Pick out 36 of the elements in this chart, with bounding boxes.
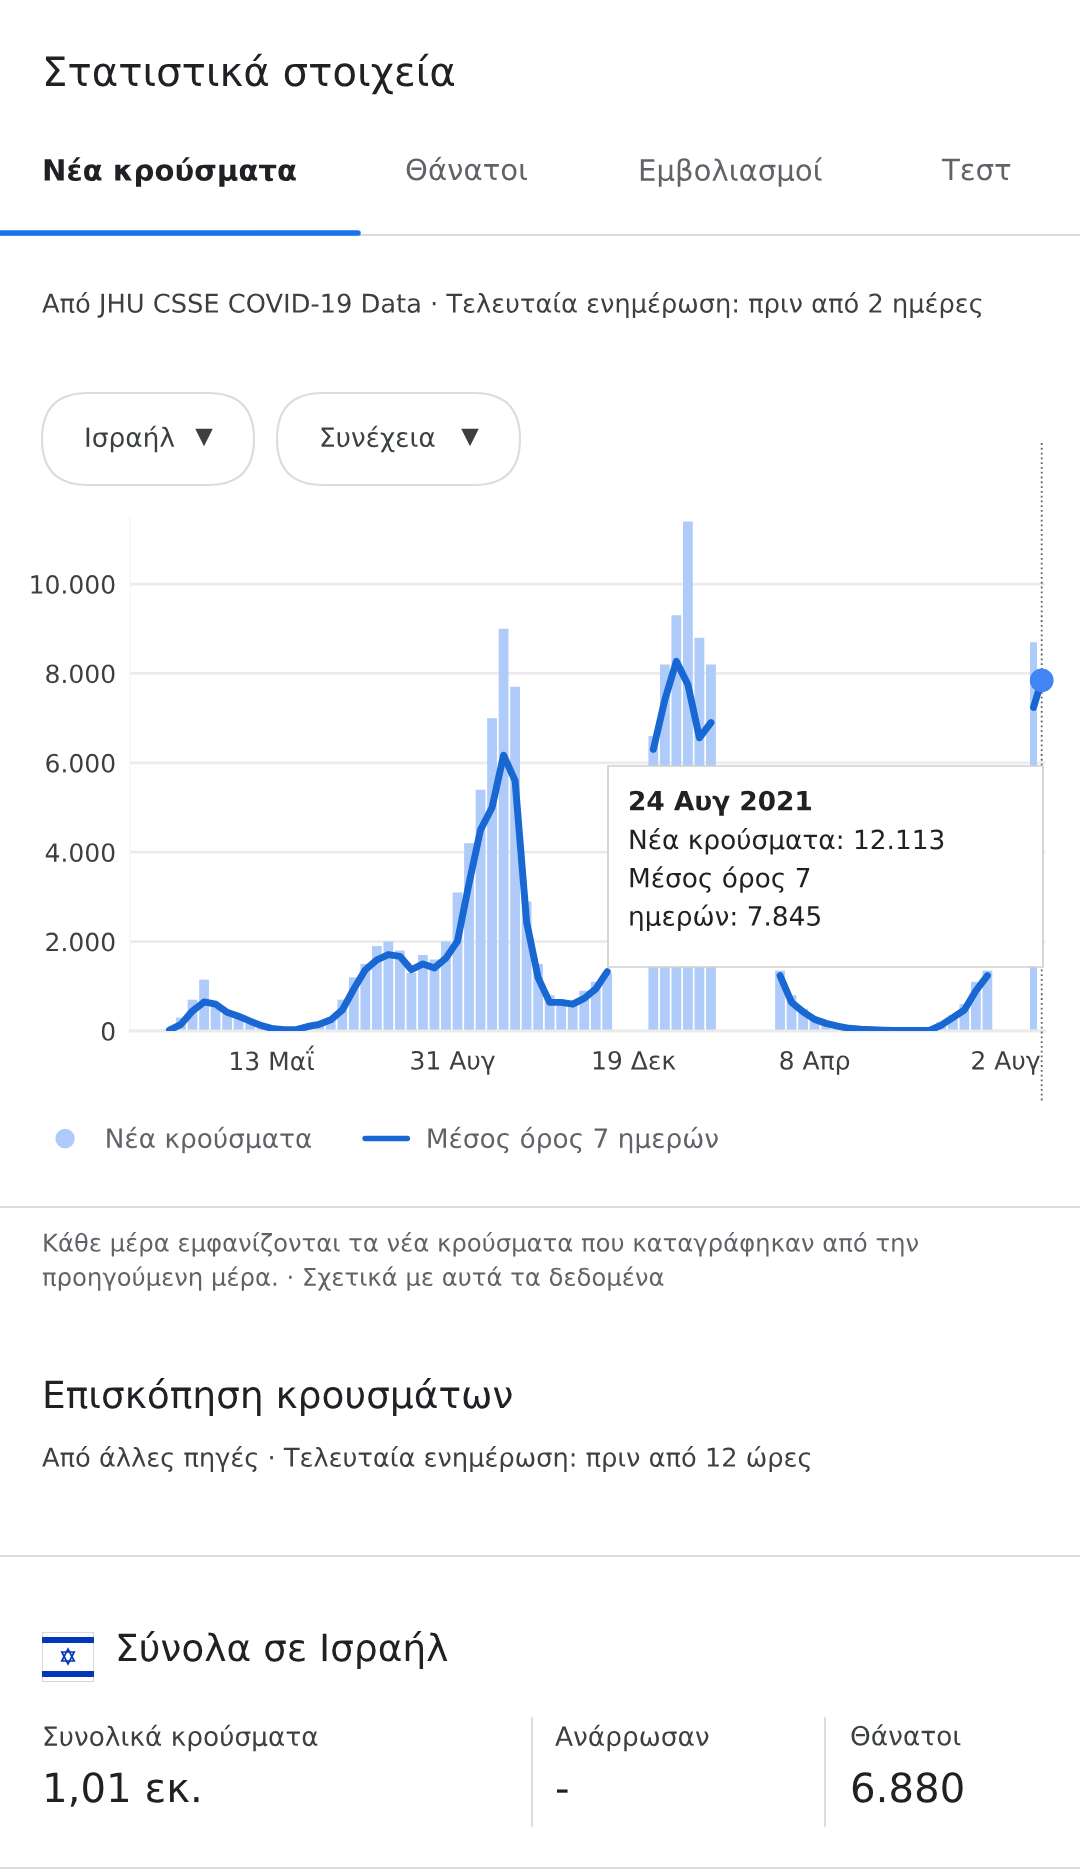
y-tick-label: 2.000 (46, 932, 115, 952)
chart-title: Στατιστικά στοιχεία (45, 53, 454, 95)
chart-subtitle: Από JHU CSSE COVID-19 Data · Τελευταία ενημέρωση: πριν από 2 ημέρες (42, 292, 982, 318)
text: Εμβολιασμοί (640, 157, 823, 187)
text: Νέα κρούσματα (44, 157, 296, 187)
legend-label: Νέα κρούσματα (107, 1126, 312, 1154)
text: Από άλλες πηγές · Τελευταία ενημέρωση: πριν από 12 ώρες (42, 1446, 810, 1472)
text: Τεστ (941, 158, 1011, 181)
legend-label: Μέσος όρος 7 ημερών (428, 1126, 718, 1154)
bar (418, 955, 428, 1031)
annotation: Νέα κρούσματα: 12.113 Μέσος όρος 7 ημερών: 7.845 (630, 828, 944, 932)
y-tick-label: 10.000 (31, 574, 115, 594)
x-tick-label: 19 Δεκ (593, 1050, 676, 1070)
text: - (556, 1789, 568, 1793)
y-tick-label: 8.000 (46, 664, 115, 684)
text: Συνολικά κρούσματα (44, 1724, 318, 1752)
text: 1,01 εκ. (46, 1772, 199, 1807)
bar (406, 972, 417, 1031)
annotation: 24 Αυγ 2021 (630, 790, 811, 816)
text: Σύνολα σε Ισραήλ (118, 1631, 448, 1669)
text: 6.880 (852, 1772, 963, 1803)
text: Συνέχεια (321, 425, 435, 453)
text: Θάνατοι (851, 1724, 961, 1746)
y-tick-label: 0 (101, 1021, 115, 1041)
y-tick-label: 4.000 (45, 843, 115, 863)
x-tick-label: 31 Αυγ (411, 1050, 495, 1075)
bar (487, 718, 497, 1031)
x-tick-label: 13 Μαΐ (231, 1045, 315, 1071)
text: Ανάρρωσαν (555, 1724, 709, 1752)
x-tick-label: 2 Αυγ (972, 1050, 1040, 1075)
text: Θάνατοι (406, 156, 527, 181)
text: Κάθε μέρα εμφανίζονται τα νέα κρούσματα που καταγράφηκαν από την προηγούμενη μέρα. · Σχετικά με αυτά τα δεδομένα (42, 1232, 918, 1291)
x-tick-label: 8 Απρ (780, 1050, 850, 1075)
text: Επισκόπηση κρουσμάτων (45, 1378, 512, 1416)
y-tick-label: 6.000 (46, 753, 115, 773)
text: Ισραήλ (86, 425, 175, 453)
